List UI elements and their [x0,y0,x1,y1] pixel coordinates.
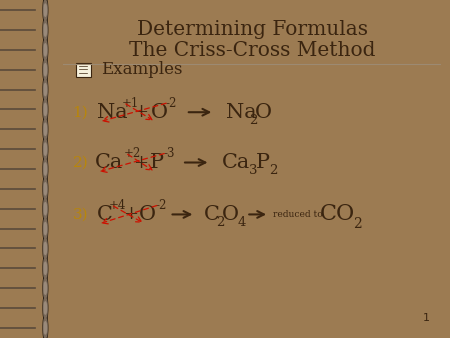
Text: Na: Na [225,103,256,122]
Circle shape [43,156,48,182]
Bar [76,63,90,76]
Circle shape [44,258,47,279]
Circle shape [43,176,48,202]
Text: +: + [133,103,148,121]
Text: 2: 2 [353,217,362,231]
Circle shape [44,278,47,298]
Text: +2: +2 [123,147,141,160]
Circle shape [43,256,48,281]
Circle shape [44,139,47,159]
Text: P: P [150,153,164,172]
Text: Examples: Examples [101,61,182,78]
Circle shape [44,318,47,338]
Circle shape [44,83,46,96]
Circle shape [43,216,48,241]
Circle shape [44,159,47,179]
Text: +4: +4 [109,199,126,212]
Circle shape [43,275,48,301]
Circle shape [44,179,47,199]
Circle shape [44,203,46,215]
Circle shape [44,222,46,235]
Circle shape [43,97,48,122]
Circle shape [44,59,47,80]
Circle shape [43,136,48,162]
Circle shape [43,57,48,82]
Text: CO: CO [320,203,356,225]
Circle shape [44,24,46,36]
Circle shape [43,77,48,102]
Text: 2: 2 [269,164,277,177]
Circle shape [43,0,48,23]
Circle shape [44,163,46,175]
Circle shape [44,218,47,239]
Text: Ca: Ca [95,153,123,172]
Circle shape [44,238,47,259]
Circle shape [44,119,47,140]
Circle shape [44,20,47,40]
Circle shape [44,44,46,56]
Text: O: O [140,205,156,224]
Text: O: O [151,103,168,122]
Text: The Criss-Cross Method: The Criss-Cross Method [129,41,375,60]
Circle shape [44,298,47,318]
Text: O: O [222,205,239,224]
Circle shape [44,242,46,255]
Text: 1): 1) [72,105,88,119]
Text: +: + [133,153,148,171]
Circle shape [44,79,47,100]
Text: C: C [203,205,220,224]
Circle shape [44,4,46,16]
Circle shape [44,302,46,314]
Text: Ca: Ca [222,153,250,172]
Circle shape [43,17,48,43]
Text: 2: 2 [216,216,225,229]
Text: +: + [123,206,138,223]
Circle shape [44,99,47,120]
Circle shape [43,196,48,222]
Text: 2: 2 [249,114,258,127]
Circle shape [44,40,47,60]
Circle shape [43,236,48,261]
Text: 2): 2) [72,155,88,170]
Text: 4: 4 [238,216,246,229]
Text: +1: +1 [122,97,139,110]
Circle shape [44,123,46,136]
Text: -2: -2 [166,97,177,110]
Text: 3: 3 [249,164,258,177]
Text: C: C [97,205,113,224]
Text: Determining Formulas: Determining Formulas [136,20,368,39]
Circle shape [43,37,48,63]
Circle shape [44,262,46,274]
Circle shape [44,282,46,294]
Circle shape [44,103,46,116]
Text: P: P [256,153,270,172]
Text: O: O [255,103,272,122]
Text: reduced to: reduced to [273,210,323,219]
Circle shape [44,199,47,219]
Circle shape [44,322,46,334]
Text: -3: -3 [163,147,175,160]
Circle shape [43,315,48,338]
Text: Na: Na [97,103,128,122]
Text: -2: -2 [156,199,167,212]
Circle shape [44,0,47,20]
Circle shape [44,183,46,195]
Circle shape [43,117,48,142]
Text: 3): 3) [72,208,88,221]
Circle shape [43,295,48,321]
Text: 1: 1 [423,313,430,323]
Circle shape [44,64,46,76]
Circle shape [44,143,46,155]
